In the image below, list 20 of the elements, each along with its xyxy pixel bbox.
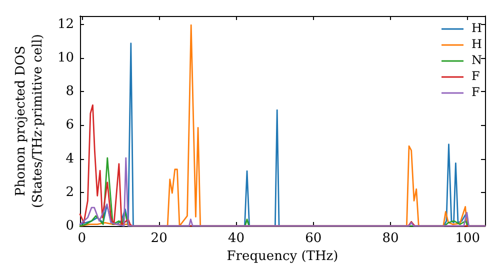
x-tick-label: 100 [455,231,480,246]
y-tick-label: 6 [66,118,74,133]
x-tick-label: 0 [78,231,86,246]
x-tick-label: 60 [305,231,322,246]
legend-label: H [472,37,482,51]
x-tick-label: 80 [382,231,399,246]
y-tick-label: 0 [66,218,74,234]
y-tick-label: 2 [66,184,74,200]
x-tick-label: 20 [150,231,168,246]
x-tick-label: 40 [228,231,244,246]
y-tick-label: 4 [66,151,74,166]
x-axis-title: Frequency (THz) [226,249,338,264]
y-tick-label: 8 [66,84,74,100]
legend-label: F [472,69,480,83]
y-tick-label: 10 [57,50,74,66]
y-tick-label: 12 [57,16,74,32]
legend-label: F [472,85,480,99]
legend-label: N [472,53,482,67]
y-axis-title: Phonon projected DOS (States/THz·primitive cell) [14,34,46,208]
legend-label: H [472,21,482,35]
